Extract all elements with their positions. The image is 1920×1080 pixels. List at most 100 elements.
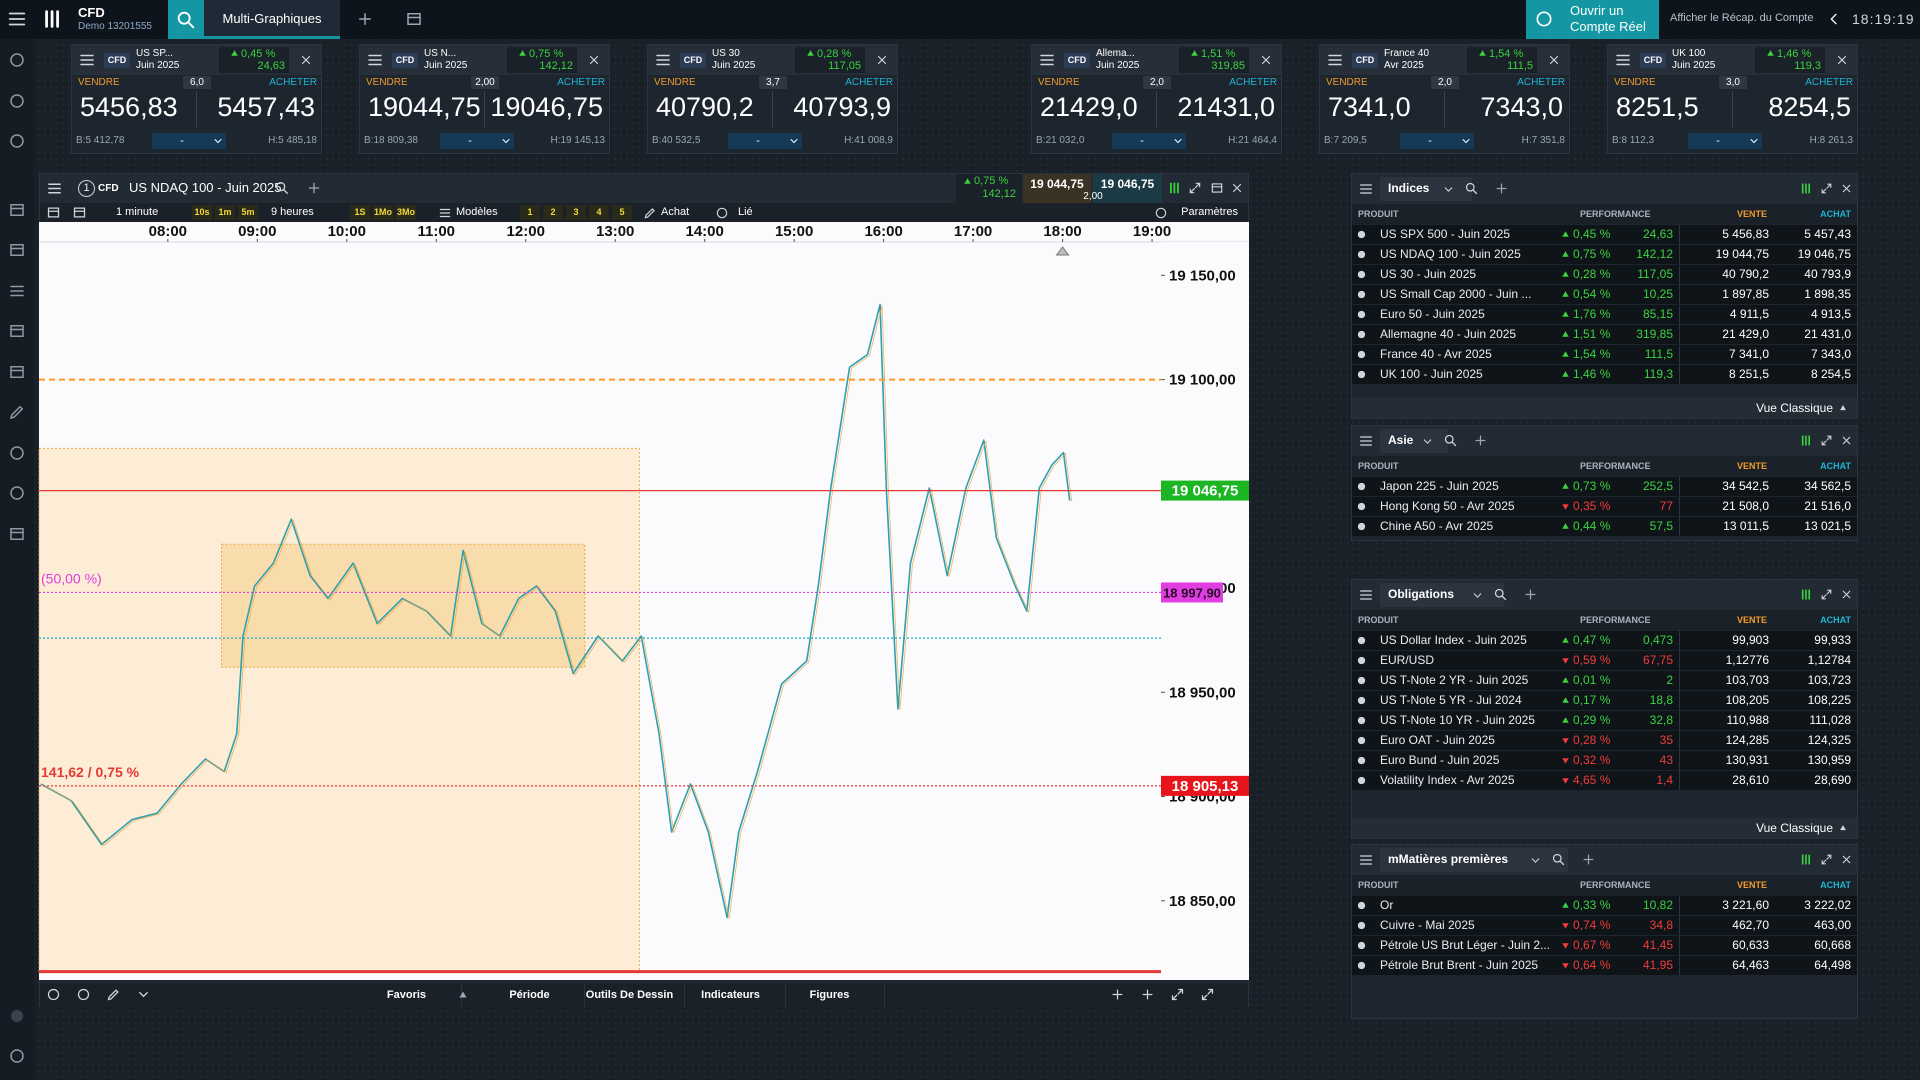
quote-row[interactable]: US 30 - Juin 2025 0,28 % 117,05 40 790,2 40 … <box>1352 265 1857 284</box>
sell[interactable]: 110,988 <box>1726 713 1770 727</box>
tab[interactable]: Multi-Graphiques <box>204 0 340 39</box>
recap-link[interactable]: Afficher le Récap. du Compte <box>1670 12 1814 24</box>
quote-row[interactable]: Or 0,33 % 10,82 3 221,60 3 222,02 <box>1352 896 1857 915</box>
linked[interactable]: Lié <box>738 206 753 218</box>
column-title[interactable]: PRODUIT <box>1358 880 1399 890</box>
quote-row[interactable]: US T-Note 10 YR - Juin 2025 0,29 % 32,8 110… <box>1352 711 1857 730</box>
expand-icon[interactable] <box>1820 588 1833 601</box>
menu-icon[interactable] <box>1038 51 1056 69</box>
quote-row[interactable]: Hong Kong 50 - Avr 2025 0,35 % 77 21 508,0 2… <box>1352 497 1857 516</box>
quote-row[interactable]: UK 100 - Juin 2025 1,46 % 119,3 8 251,5 8 25… <box>1352 365 1857 384</box>
close-icon[interactable] <box>1840 182 1853 195</box>
column-title[interactable]: VENTE <box>1736 615 1767 625</box>
close-icon[interactable] <box>1840 434 1853 447</box>
chev-icon[interactable] <box>1442 183 1455 196</box>
column-title[interactable]: ACHAT <box>1820 880 1851 890</box>
win-icon[interactable] <box>8 241 26 259</box>
settings[interactable]: Paramètres <box>1181 206 1238 218</box>
quick-range[interactable]: 10s <box>192 205 212 220</box>
buy[interactable]: 99,933 <box>1814 633 1851 647</box>
buy[interactable]: 111,028 <box>1809 713 1851 727</box>
quote-row[interactable]: US T-Note 2 YR - Juin 2025 0,01 % 2 103,703… <box>1352 671 1857 690</box>
qty-select[interactable]: - <box>440 133 514 149</box>
quote-row[interactable]: Euro 50 - Juin 2025 1,76 % 85,15 4 911,5 4 9… <box>1352 305 1857 324</box>
column-title[interactable]: PRODUIT <box>1358 615 1399 625</box>
win-icon[interactable] <box>8 201 26 219</box>
column-title[interactable]: VENTE <box>1736 209 1767 219</box>
buy[interactable]: 108,225 <box>1807 693 1851 707</box>
interval[interactable]: 1 minute <box>116 206 159 218</box>
panel-title[interactable]: Indices <box>1388 181 1430 195</box>
buy[interactable]: 21 516,0 <box>1804 499 1851 513</box>
sell[interactable]: 462,70 <box>1732 918 1769 932</box>
ring-icon[interactable] <box>8 132 26 150</box>
sell[interactable]: 28,610 <box>1732 773 1769 787</box>
footer-tab[interactable]: Période <box>475 983 585 1007</box>
quote-row[interactable]: US SPX 500 - Juin 2025 0,45 % 24,63 5 456,8… <box>1352 225 1857 244</box>
footer-tab[interactable]: Indicateurs <box>676 983 786 1007</box>
buy[interactable]: 3 222,02 <box>1804 898 1851 912</box>
models[interactable]: Modèles <box>456 206 498 218</box>
menu-icon[interactable] <box>1358 587 1374 603</box>
close-icon[interactable] <box>299 53 313 67</box>
ring-icon[interactable] <box>8 51 26 69</box>
close-icon[interactable] <box>1835 53 1849 67</box>
ring-icon[interactable] <box>76 987 91 1002</box>
slot[interactable]: 4 <box>589 205 609 220</box>
menu-icon[interactable] <box>8 282 26 300</box>
sell[interactable]: 130,931 <box>1725 753 1769 767</box>
panel-title[interactable]: Obligations <box>1388 587 1454 601</box>
quick-range[interactable]: 1m <box>215 205 235 220</box>
quote-row[interactable]: Euro Bund - Juin 2025 0,32 % 43 130,931 130,… <box>1352 751 1857 770</box>
period[interactable]: 3Mo <box>396 205 416 220</box>
qty-select[interactable]: - <box>1112 133 1186 149</box>
qty-select[interactable]: - <box>152 133 226 149</box>
quote-row[interactable]: Allemagne 40 - Juin 2025 1,51 % 319,85 21 4… <box>1352 325 1857 344</box>
search-icon[interactable] <box>1443 433 1458 448</box>
buy[interactable]: 124,325 <box>1807 733 1851 747</box>
column-title[interactable]: PRODUIT <box>1358 461 1399 471</box>
plus-icon[interactable] <box>1110 987 1125 1002</box>
win-icon[interactable] <box>8 525 26 543</box>
buy-price[interactable]: 5457,43 <box>217 92 315 122</box>
plus-icon[interactable] <box>1581 852 1596 867</box>
menu-icon[interactable] <box>1358 433 1374 449</box>
win-icon[interactable] <box>8 322 26 340</box>
slot[interactable]: 1 <box>520 205 540 220</box>
quote-row[interactable]: US T-Note 5 YR - Jui 2024 0,17 % 18,8 108,2… <box>1352 691 1857 710</box>
plus-icon[interactable] <box>356 10 374 28</box>
info-icon[interactable] <box>8 1007 26 1025</box>
menu-icon[interactable] <box>78 51 96 69</box>
close-icon[interactable] <box>587 53 601 67</box>
sell-price[interactable]: 21429,0 <box>1040 92 1138 122</box>
ring-icon[interactable] <box>46 987 61 1002</box>
column-title[interactable]: PRODUIT <box>1358 209 1399 219</box>
sell-price[interactable]: 40790,2 <box>656 92 754 122</box>
pen-icon[interactable] <box>8 403 26 421</box>
buy-box[interactable]: 19 046,75 <box>1093 174 1162 203</box>
expand-icon[interactable] <box>1820 434 1833 447</box>
buy[interactable]: 34 562,5 <box>1804 479 1851 493</box>
panel-title[interactable]: Asie <box>1388 433 1414 447</box>
expand-icon[interactable] <box>1200 987 1215 1002</box>
chev-icon[interactable] <box>1471 589 1484 602</box>
sell[interactable]: 4 911,5 <box>1729 307 1769 321</box>
search-icon[interactable] <box>274 180 290 196</box>
buy[interactable]: 8 254,5 <box>1810 367 1851 381</box>
buy[interactable]: 28,690 <box>1814 773 1851 787</box>
column-title[interactable]: ACHAT <box>1820 461 1851 471</box>
chev-icon[interactable] <box>136 987 151 1002</box>
column-title[interactable]: VENTE <box>1736 461 1767 471</box>
chevl-icon[interactable] <box>1826 11 1842 27</box>
column-title[interactable]: PERFORMANCE <box>1580 880 1651 890</box>
sell[interactable]: 103,703 <box>1725 673 1769 687</box>
sell[interactable]: 21 508,0 <box>1722 499 1769 513</box>
menu-icon[interactable] <box>46 180 63 197</box>
buy-toggle[interactable]: Achat <box>661 206 690 218</box>
quote-row[interactable]: Euro OAT - Juin 2025 0,28 % 35 124,285 124,3… <box>1352 731 1857 750</box>
buy[interactable]: 4 913,5 <box>1810 307 1851 321</box>
buy[interactable]: 130,959 <box>1807 753 1851 767</box>
win-icon[interactable] <box>1210 181 1224 195</box>
sell-price[interactable]: 7341,0 <box>1328 92 1411 122</box>
sell[interactable]: 5 456,83 <box>1722 227 1769 241</box>
